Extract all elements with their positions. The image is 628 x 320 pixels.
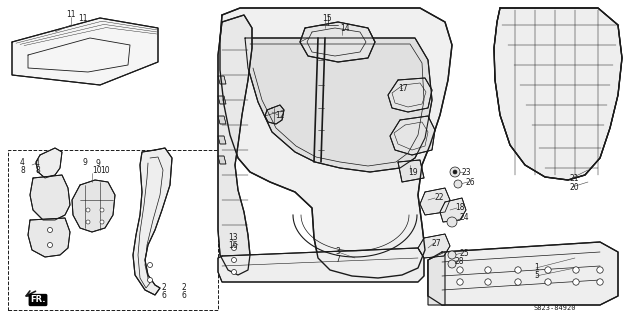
Text: S823-84920: S823-84920 — [534, 305, 577, 311]
Circle shape — [573, 267, 579, 273]
Text: 1: 1 — [534, 263, 539, 273]
Circle shape — [48, 228, 53, 233]
Polygon shape — [218, 15, 252, 275]
Text: 3: 3 — [335, 247, 340, 257]
Circle shape — [597, 267, 604, 273]
Circle shape — [148, 277, 153, 283]
Text: 14: 14 — [340, 23, 350, 33]
Circle shape — [545, 279, 551, 285]
Circle shape — [447, 217, 457, 227]
Polygon shape — [218, 96, 226, 104]
Polygon shape — [30, 175, 70, 220]
Polygon shape — [218, 116, 226, 124]
Text: 21: 21 — [570, 173, 580, 182]
Polygon shape — [218, 136, 226, 144]
Circle shape — [485, 279, 491, 285]
Text: 8: 8 — [35, 165, 40, 174]
Text: 11: 11 — [78, 13, 87, 22]
Circle shape — [573, 279, 579, 285]
Polygon shape — [390, 116, 435, 155]
Text: 4: 4 — [35, 158, 40, 167]
Text: 20: 20 — [570, 182, 580, 191]
Circle shape — [100, 208, 104, 212]
Circle shape — [453, 170, 457, 174]
Text: 2: 2 — [162, 284, 167, 292]
Polygon shape — [418, 234, 450, 258]
Text: 26: 26 — [466, 178, 475, 187]
Circle shape — [232, 269, 237, 275]
Circle shape — [515, 267, 521, 273]
Circle shape — [100, 220, 104, 224]
Text: 8: 8 — [20, 165, 24, 174]
Polygon shape — [428, 242, 618, 305]
Text: 10: 10 — [92, 165, 102, 174]
Text: 22: 22 — [435, 194, 445, 203]
Circle shape — [86, 208, 90, 212]
Text: 7: 7 — [335, 254, 340, 263]
Polygon shape — [265, 105, 284, 124]
Text: 24: 24 — [460, 213, 470, 222]
Polygon shape — [220, 8, 452, 278]
Circle shape — [457, 279, 463, 285]
Circle shape — [545, 267, 551, 273]
Polygon shape — [133, 148, 172, 295]
Circle shape — [232, 245, 237, 251]
Polygon shape — [12, 18, 158, 85]
Circle shape — [86, 220, 90, 224]
Text: 10: 10 — [100, 165, 110, 174]
Circle shape — [448, 260, 456, 268]
Text: 5: 5 — [534, 271, 539, 281]
Circle shape — [232, 258, 237, 262]
Polygon shape — [398, 160, 424, 182]
Text: 18: 18 — [455, 204, 465, 212]
Polygon shape — [300, 22, 375, 62]
Text: 23: 23 — [462, 167, 472, 177]
Text: FR.: FR. — [30, 295, 46, 305]
Polygon shape — [28, 218, 70, 257]
Polygon shape — [218, 76, 226, 84]
Polygon shape — [36, 148, 62, 178]
Polygon shape — [72, 180, 115, 232]
Text: 19: 19 — [408, 167, 418, 177]
Text: 25: 25 — [460, 249, 470, 258]
Polygon shape — [388, 78, 432, 112]
Polygon shape — [420, 188, 450, 215]
Text: 12: 12 — [275, 110, 284, 119]
Circle shape — [48, 243, 53, 247]
Text: 16: 16 — [228, 241, 237, 250]
Circle shape — [515, 279, 521, 285]
Text: 6: 6 — [162, 292, 167, 300]
Polygon shape — [494, 8, 622, 180]
Text: 17: 17 — [398, 84, 408, 92]
Circle shape — [448, 251, 456, 259]
Polygon shape — [428, 252, 445, 305]
Polygon shape — [245, 38, 432, 172]
Text: 15: 15 — [322, 13, 332, 22]
Text: 9: 9 — [82, 157, 87, 166]
Text: 11: 11 — [66, 10, 76, 19]
Text: 28: 28 — [455, 257, 465, 266]
Circle shape — [454, 180, 462, 188]
Text: 9: 9 — [95, 158, 100, 167]
Polygon shape — [440, 198, 466, 222]
Text: 6: 6 — [182, 291, 187, 300]
Text: 27: 27 — [432, 238, 441, 247]
Polygon shape — [218, 156, 226, 164]
Circle shape — [485, 267, 491, 273]
Text: 2: 2 — [182, 284, 187, 292]
Bar — [8, 150, 218, 310]
Circle shape — [597, 279, 604, 285]
Polygon shape — [218, 248, 424, 282]
Text: 13: 13 — [228, 234, 237, 243]
Circle shape — [457, 267, 463, 273]
Circle shape — [450, 167, 460, 177]
Text: 4: 4 — [20, 157, 25, 166]
Circle shape — [148, 262, 153, 268]
